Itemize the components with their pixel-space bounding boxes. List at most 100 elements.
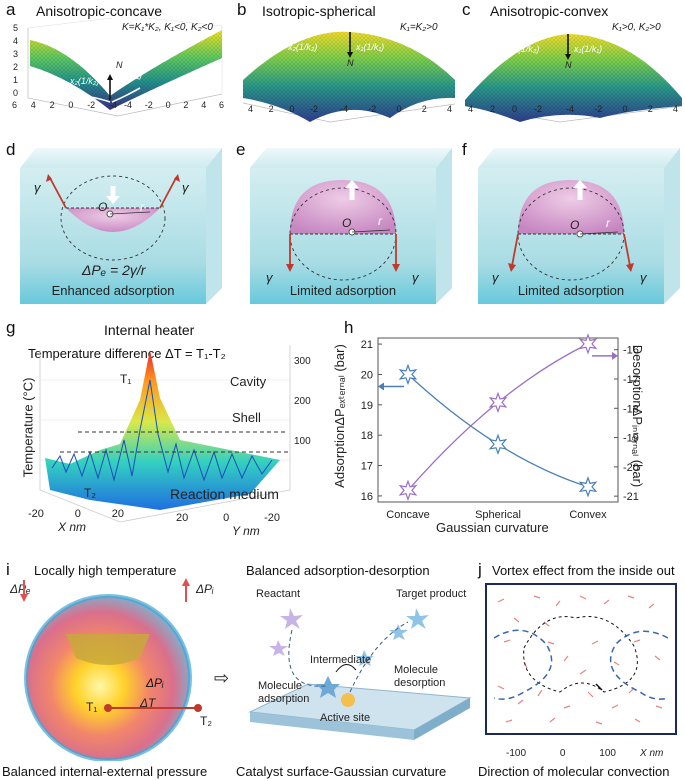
x-tick: 4 [30,100,36,110]
label-d: Enhanced adsorption [51,283,175,298]
x-tick: -2 [533,104,542,114]
panel-letter-f: f [462,140,467,159]
x-tick: -100 [506,748,527,759]
y-tick: 4 [672,104,678,114]
radius-r-f: r [606,216,610,230]
h-xlabel: Gaussian curvature [436,520,549,535]
panel-c-title: Anisotropic-convex [490,3,609,19]
z-tick: 0 [12,88,18,98]
panel-letter-d: d [6,140,16,159]
series-line [407,373,589,488]
panel-a-formula: K=K₁*K₂, K₁<0, K₂<0 [122,22,213,33]
radius-r-d: r [140,200,144,214]
z-tick: 5 [12,23,18,33]
data-point-star [578,333,598,355]
panel-c-yaxis: -4 -2 0 2 4 [566,104,678,114]
x-tick-label: Concave [386,509,429,521]
y-tick: -4 [340,104,349,114]
panel-g-xlabel: X nm [58,520,87,534]
dpi-label: ΔPᵢ [196,582,214,596]
panel-letter-b: b [237,0,247,19]
data-point-star [398,363,418,386]
panel-letter-h: h [344,318,354,337]
panel-letter-g: g [6,318,16,337]
x-tick: 0 [68,100,74,110]
panel-a-yaxis: -4 -2 0 2 4 6 [124,100,224,110]
x-tick: -4 [108,100,117,110]
panel-g-ylabel: Y nm [232,524,260,538]
y-right-tick-label: -20 [623,462,639,474]
x-tick: 6 [12,100,18,110]
h-ylabel-right: DesorptionΔPᵢₙₜₑᵣₙₐₗ (bar) [630,344,646,488]
x-tick: 0 [511,104,517,114]
equation-d: ΔPₑ = 2γ/r [82,262,146,278]
y-tick: 0 [396,104,402,114]
y-tick: 2 [421,104,427,114]
panel-a-title: Anisotropic-concave [36,3,163,19]
data-point-star [398,479,418,502]
y-right-tick-label: -19 [623,433,639,445]
left-axis-arrowhead [378,382,384,391]
y-right-tick-label: -18 [623,403,639,415]
y-tick: 6 [218,100,224,110]
surface-plots [27,18,683,123]
y-tick: -2 [368,104,377,114]
mol-ads-label: Molecule adsorption [258,680,310,705]
panel-letter-e: e [236,140,246,159]
panel-h-chart: 16 17 18 19 20 21 -21 -20 -19 -18 -17 -16 Concave S… [361,333,639,521]
y-left-tick-label: 21 [361,339,373,351]
right-axis-arrowhead [612,351,618,360]
z-tick: 100 [294,436,311,447]
panel-a-xaxis: 6 4 2 0 -2 -4 [12,100,117,110]
panel-g-zaxis: 300 200 100 [294,342,311,462]
y-tick: 2 [183,100,189,110]
cube-f [478,148,680,304]
x-tick: -20 [28,508,44,520]
t1-label-i: T₁ [86,700,98,714]
cube-e [250,148,452,304]
panel-g-zlabel: Temperature (°C) [20,377,36,478]
medium-label: Reaction medium [170,486,279,502]
panel-g-title: Internal heater [104,322,195,338]
panel-i-title-left: Locally high temperature [34,563,177,578]
x-tick: -2 [87,100,96,110]
panel-j-title: Vortex effect from the inside out [492,563,675,578]
panel-c-dir2: x₁(1/k₁) [574,44,603,54]
gamma-left-e: γ [266,270,273,285]
target-label: Target product [396,588,467,600]
y-tick: 0 [165,100,171,110]
x-tick-label: Spherical [475,509,521,521]
t2-label-i: T₂ [200,714,212,728]
z-tick: 3 [12,49,18,59]
panel-a-plot [27,18,223,117]
mol-des-label: Molecule desorption [394,664,446,689]
panel-a-dir2: x₁(1/k₁) [114,70,143,80]
center-o-d: O [98,200,108,214]
y-tick: -4 [566,104,575,114]
gamma-right-e: γ [412,270,419,285]
panel-b-yaxis: -4 -2 0 2 4 [340,104,452,114]
y-left-tick-label: 18 [361,430,373,442]
panel-b-xaxis: 4 2 0 -2 [248,104,318,114]
t1-label-g: T₁ [120,372,132,386]
intermediate-label: Intermediate [310,654,372,666]
panel-i-catalyst [248,608,472,740]
x-tick: 0 [289,104,295,114]
data-point-star [488,391,508,414]
panel-c-dir1: x₂(1/k₂) [510,44,540,54]
panel-letter-j: j [478,560,482,579]
y-left-tick-label: 16 [361,491,373,503]
z-tick: 2 [12,62,18,72]
panel-c-plot [464,34,683,123]
panel-j-caption: Direction of molecular convection [478,764,670,779]
x-tick: 100 [599,748,616,759]
z-tick: 200 [294,396,311,407]
panel-b-plot [242,31,456,123]
panel-letter-i: i [6,560,10,579]
panel-b-normal: N [347,58,354,68]
y-tick: -2 [144,100,153,110]
x-tick: 0 [74,508,81,520]
panel-a-normal: N [116,60,123,70]
cube-d [20,148,222,304]
panel-g-subtitle: Temperature difference ΔT = T₁-T₂ [28,346,226,361]
